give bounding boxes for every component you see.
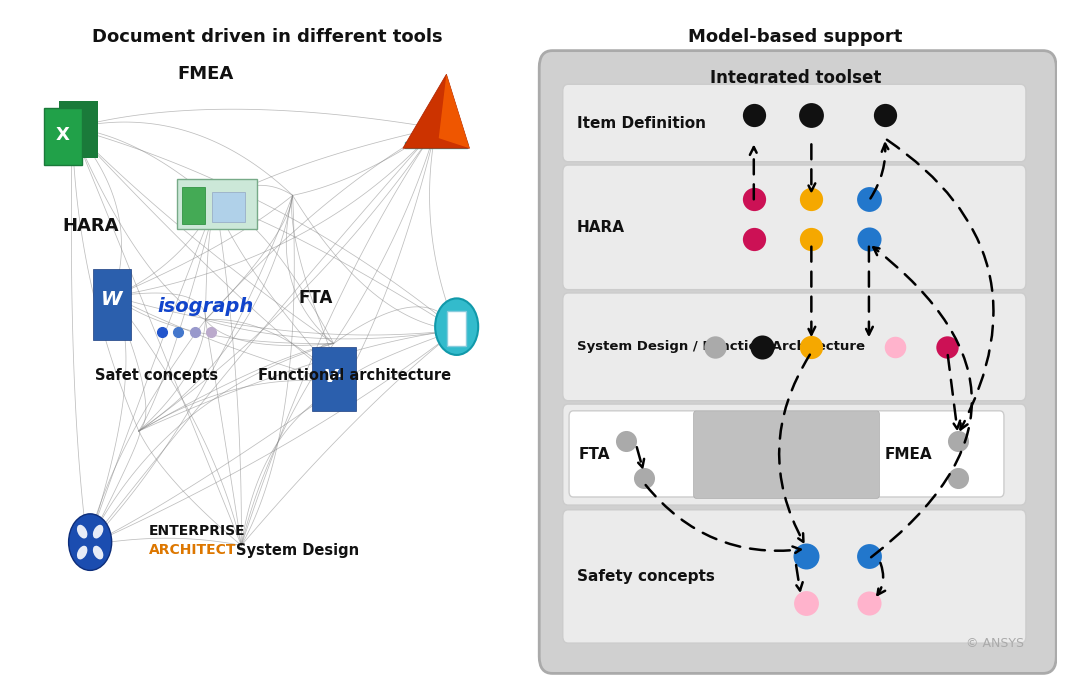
FancyBboxPatch shape (563, 510, 1026, 643)
Ellipse shape (77, 525, 88, 539)
Text: FMEA: FMEA (177, 65, 234, 83)
FancyBboxPatch shape (563, 85, 1026, 161)
Point (803, 193, 820, 204)
Text: © ANSYS: © ANSYS (965, 637, 1023, 650)
Text: HARA: HARA (577, 220, 625, 235)
FancyBboxPatch shape (569, 411, 697, 497)
Text: ARCHITECT: ARCHITECT (150, 543, 237, 557)
Point (876, 109, 893, 120)
Text: System Design: System Design (236, 543, 359, 559)
FancyBboxPatch shape (447, 311, 466, 346)
Text: Item Definition: Item Definition (577, 115, 706, 131)
Point (886, 341, 904, 352)
Text: Document driven in different tools: Document driven in different tools (92, 28, 442, 46)
Text: Functional architecture: Functional architecture (257, 368, 451, 383)
Point (949, 436, 967, 447)
FancyBboxPatch shape (563, 404, 1026, 505)
Point (798, 597, 815, 608)
Point (753, 341, 770, 352)
Point (861, 550, 878, 561)
Point (861, 234, 878, 245)
Text: FMEA: FMEA (884, 447, 932, 462)
Point (798, 550, 815, 561)
Circle shape (435, 298, 478, 355)
Point (745, 193, 763, 204)
Ellipse shape (93, 545, 104, 559)
Ellipse shape (77, 545, 88, 559)
Text: Safety concepts: Safety concepts (577, 569, 714, 584)
FancyBboxPatch shape (312, 347, 356, 411)
Point (803, 234, 820, 245)
Ellipse shape (93, 525, 104, 539)
Point (861, 597, 878, 608)
Point (635, 473, 653, 484)
Point (617, 436, 634, 447)
Circle shape (68, 514, 112, 570)
Text: Safet concepts: Safet concepts (95, 368, 218, 383)
Text: Model-based support: Model-based support (689, 28, 902, 46)
Point (861, 193, 878, 204)
Polygon shape (439, 74, 470, 148)
Text: HARA: HARA (62, 216, 119, 235)
Point (745, 234, 763, 245)
Point (803, 341, 820, 352)
FancyBboxPatch shape (93, 269, 131, 340)
FancyBboxPatch shape (60, 101, 98, 159)
FancyBboxPatch shape (211, 192, 245, 223)
FancyBboxPatch shape (563, 293, 1026, 401)
Text: X: X (56, 126, 69, 144)
Text: Integrated toolset: Integrated toolset (710, 69, 881, 87)
Point (949, 473, 967, 484)
FancyBboxPatch shape (183, 187, 205, 224)
FancyBboxPatch shape (563, 165, 1026, 290)
Text: System Design / Function Architecture: System Design / Function Architecture (577, 340, 865, 353)
Text: FTA: FTA (579, 447, 610, 462)
Text: W: W (100, 290, 123, 309)
FancyBboxPatch shape (44, 108, 82, 165)
Point (706, 341, 723, 352)
Text: FTA: FTA (299, 289, 333, 306)
Polygon shape (403, 74, 470, 148)
FancyBboxPatch shape (177, 179, 256, 229)
Point (803, 109, 820, 120)
Text: isograph: isograph (157, 297, 253, 316)
Point (745, 109, 763, 120)
FancyBboxPatch shape (539, 51, 1056, 673)
FancyBboxPatch shape (875, 411, 1004, 497)
FancyBboxPatch shape (693, 411, 879, 498)
Text: ENTERPRISE: ENTERPRISE (150, 523, 246, 538)
Point (939, 341, 956, 352)
Text: V·: V· (324, 368, 345, 386)
